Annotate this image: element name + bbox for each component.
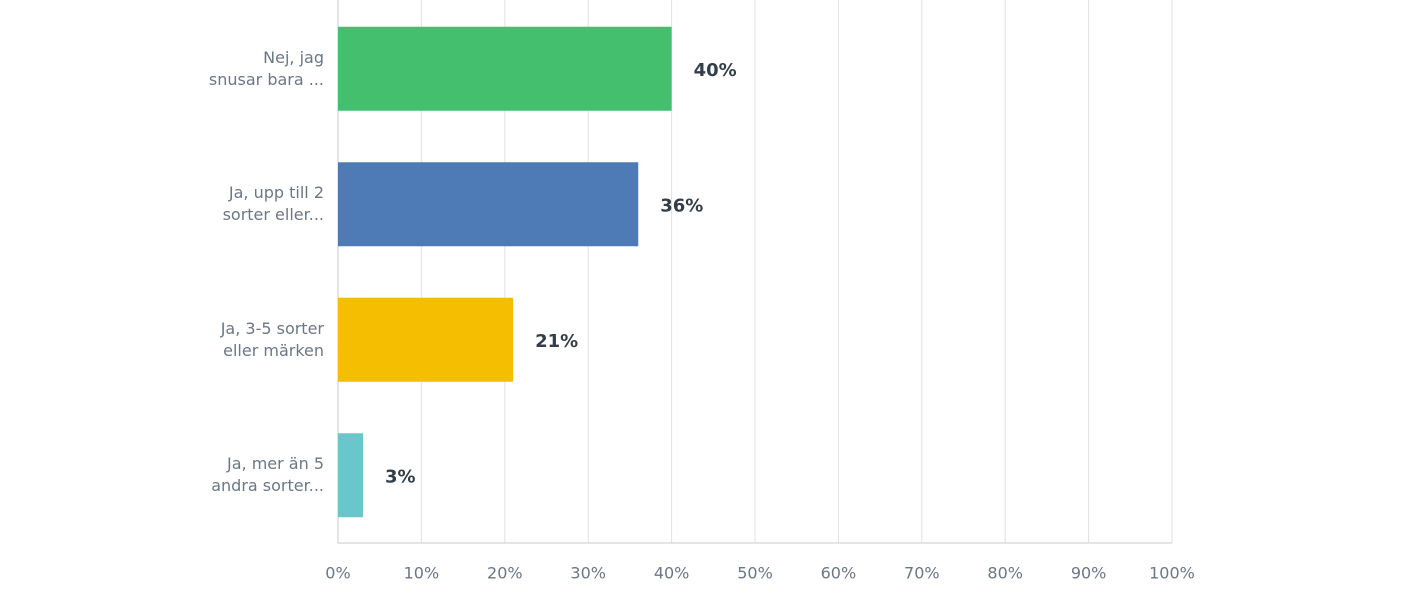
x-tick-label: 50% bbox=[737, 564, 773, 583]
x-tick-label: 10% bbox=[404, 564, 440, 583]
value-label: 21% bbox=[535, 331, 578, 352]
value-label: 40% bbox=[694, 60, 737, 81]
x-tick-label: 40% bbox=[654, 564, 690, 583]
category-label: Nej, jag snusar bara ... bbox=[208, 47, 324, 89]
category-label: Ja, 3-5 sorter eller märken bbox=[220, 318, 324, 360]
bar bbox=[338, 26, 672, 111]
bar bbox=[338, 162, 639, 247]
x-tick-label: 20% bbox=[487, 564, 523, 583]
bar bbox=[338, 297, 514, 382]
x-tick-label: 90% bbox=[1071, 564, 1107, 583]
x-tick-label: 0% bbox=[325, 564, 350, 583]
category-label: Ja, upp till 2 sorter eller... bbox=[222, 183, 324, 225]
x-tick-label: 100% bbox=[1149, 564, 1195, 583]
category-label: Ja, mer än 5 andra sorter... bbox=[211, 454, 324, 496]
x-tick-label: 70% bbox=[904, 564, 940, 583]
x-tick-label: 80% bbox=[987, 564, 1023, 583]
bar bbox=[338, 433, 364, 518]
x-tick-label: 30% bbox=[570, 564, 606, 583]
value-label: 3% bbox=[385, 466, 416, 487]
value-label: 36% bbox=[660, 195, 703, 216]
x-tick-label: 60% bbox=[821, 564, 857, 583]
